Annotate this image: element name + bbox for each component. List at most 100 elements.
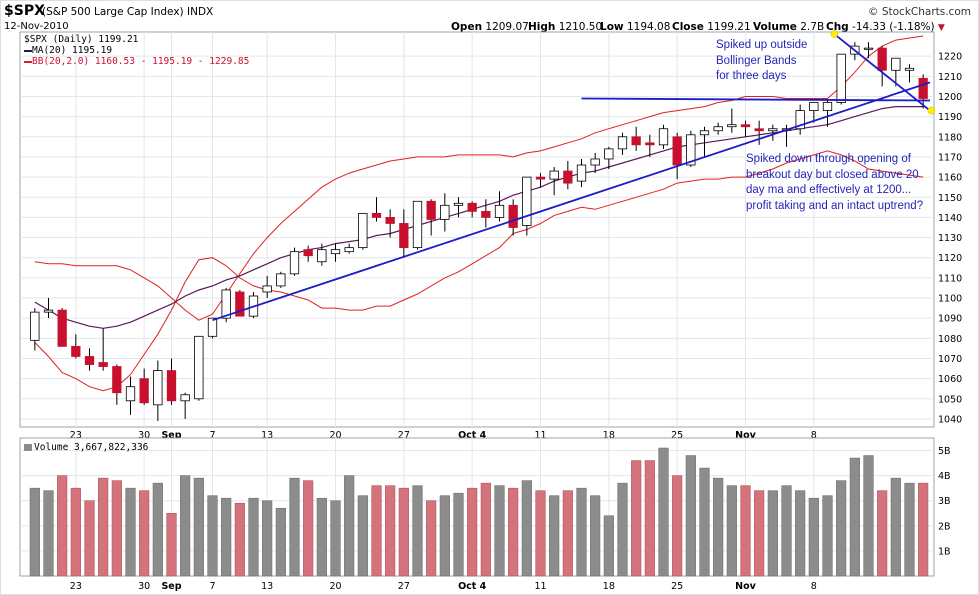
candle	[740, 120, 751, 137]
volume-bar	[125, 487, 136, 577]
volume-bar	[699, 467, 710, 577]
volume-bar	[43, 490, 54, 577]
candle	[481, 199, 491, 228]
candle-body	[440, 204, 450, 220]
y-tick-label: 1090	[938, 314, 962, 325]
candle	[371, 197, 382, 222]
x-tick-label: 13	[261, 430, 273, 441]
trendlines	[212, 30, 936, 322]
y-tick-label: 1110	[938, 273, 962, 284]
candle-body	[262, 285, 272, 293]
volume-bar	[84, 500, 95, 577]
volume-bar	[29, 487, 40, 577]
ma-swatch	[24, 49, 32, 52]
volume-bar	[371, 485, 382, 577]
y-tick-label: 1040	[938, 414, 962, 425]
legend-volume: Volume 3,667,822,336	[24, 442, 148, 453]
candle-body	[494, 204, 505, 218]
downspike-line	[833, 33, 931, 112]
y-tick-label: 5B	[938, 446, 951, 457]
volume-bar	[426, 500, 437, 577]
bb-swatch	[24, 60, 32, 63]
annotation-line: Spiked up outside	[716, 39, 808, 51]
candle-body	[590, 158, 600, 166]
volume-bar	[890, 477, 901, 577]
candle-body	[43, 309, 54, 313]
annotation-line: day ma and effectively at 1200...	[746, 184, 912, 196]
x-tick-label: 8	[811, 581, 817, 592]
volume-bar	[603, 515, 614, 577]
x-tick-label: 25	[671, 430, 683, 441]
x-tick-label: 30	[138, 430, 150, 441]
y-tick-label: 1070	[938, 354, 962, 365]
candle	[57, 308, 67, 347]
price-grid	[20, 32, 934, 427]
candle-body	[631, 136, 641, 146]
open-value: 1209.07	[485, 21, 529, 33]
x-tick-label: 8	[811, 430, 817, 441]
candle-body	[358, 212, 368, 249]
candle-body	[125, 386, 136, 402]
volume-panel: 5B 4B 3B 2B 1B 23 30 Sep 7 13 20 27 Oct 4 11 18 25 Nov 8	[19, 437, 951, 592]
volume-bar	[562, 490, 573, 577]
candle-body	[795, 110, 805, 130]
x-tick-label: 23	[70, 430, 82, 441]
high-quote: High 1210.50	[528, 21, 602, 33]
candle-body	[194, 335, 204, 400]
chart-date: 12-Nov-2010	[4, 21, 69, 32]
candle	[207, 317, 218, 339]
x-tick-label: Nov	[735, 581, 756, 592]
candle-body	[84, 356, 95, 365]
candle	[508, 199, 518, 236]
candle	[576, 158, 587, 188]
legend-volume-text: Volume 3,667,822,336	[34, 442, 149, 453]
x-tick-label: 7	[209, 430, 215, 441]
candlestick-series	[30, 42, 928, 421]
volume-bar	[193, 477, 204, 577]
candle-body	[71, 345, 81, 357]
x-tick-label: 23	[70, 581, 82, 592]
candle	[194, 335, 204, 401]
candle-body	[617, 136, 628, 150]
volume-bar	[808, 497, 819, 577]
candle	[330, 243, 341, 262]
x-tick-label: 30	[138, 581, 150, 592]
volume-bar	[344, 475, 355, 577]
exchange: INDX	[187, 6, 214, 18]
candle-body	[207, 317, 218, 337]
candle-body	[713, 126, 723, 132]
legend-ma: MA(20) 1195.19	[24, 45, 112, 56]
y-tick-label: 1220	[938, 52, 962, 63]
candle-body	[754, 128, 764, 132]
volume-bar	[207, 495, 218, 577]
candle-body	[508, 204, 518, 228]
volume-series	[29, 447, 929, 577]
volume-bar	[740, 485, 751, 577]
candle	[358, 212, 368, 250]
x-tick-label: Sep	[161, 430, 181, 441]
candle	[453, 197, 464, 218]
marker-dot	[927, 106, 936, 115]
volume-bar	[713, 477, 724, 577]
volume-bar	[180, 475, 191, 577]
brand-link[interactable]: © StockCharts.com	[868, 6, 971, 18]
y-tick-label: 1170	[938, 152, 962, 163]
volume-bar	[576, 487, 587, 577]
candle-body	[535, 176, 546, 180]
volume-swatch	[24, 444, 32, 451]
candle-body	[768, 128, 778, 132]
volume-bar	[767, 490, 778, 577]
y-tick-label: 1130	[938, 233, 962, 244]
candle-body	[467, 202, 477, 212]
candle	[822, 100, 833, 127]
y-tick-label: 3B	[938, 496, 951, 507]
annotation-line: profit taking and an intact uptrend?	[746, 199, 924, 212]
candle-body	[412, 200, 423, 249]
candle-body	[658, 128, 669, 146]
candle	[617, 132, 628, 155]
volume-bar	[275, 507, 286, 577]
candle	[535, 173, 546, 188]
candle-body	[180, 394, 190, 402]
candle	[768, 124, 778, 141]
y-tick-label: 4B	[938, 471, 951, 482]
